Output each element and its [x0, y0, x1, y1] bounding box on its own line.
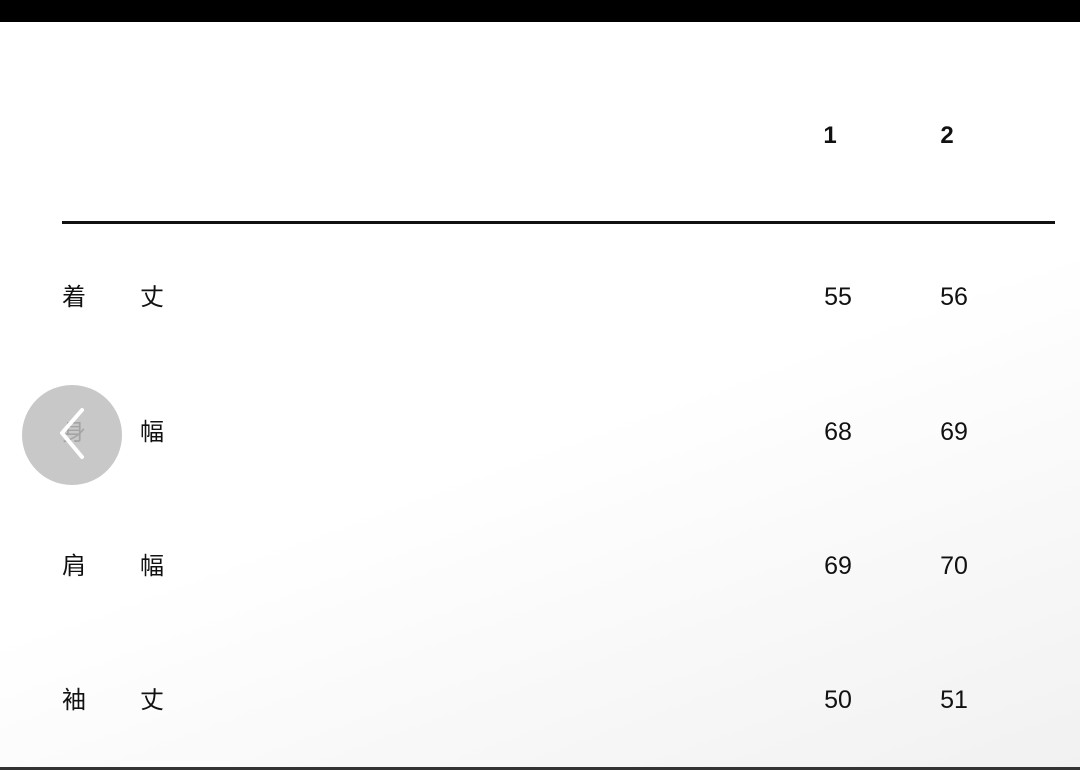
column-header-2: 2	[940, 122, 954, 149]
cell-value: 55	[824, 283, 852, 311]
cell-value: 51	[940, 686, 968, 714]
row-label-char: 着	[62, 283, 86, 311]
row-label-char: 幅	[140, 418, 164, 446]
previous-image-button[interactable]	[22, 385, 122, 485]
table-row: 袖 丈 50 51	[0, 680, 1080, 720]
status-bar	[0, 0, 1080, 22]
cell-value: 69	[824, 552, 852, 580]
cell-value: 50	[824, 686, 852, 714]
row-label-char: 丈	[140, 283, 164, 311]
cell-value: 69	[940, 418, 968, 446]
chevron-left-icon	[60, 408, 84, 459]
table-row: 肩 幅 69 70	[0, 546, 1080, 586]
row-label-char: 肩	[62, 552, 86, 580]
column-header-1: 1	[823, 122, 837, 149]
row-label-char: 丈	[140, 686, 164, 714]
cell-value: 56	[940, 283, 968, 311]
table-row: 着 丈 55 56	[0, 277, 1080, 317]
table-row: 身 幅 68 69	[0, 412, 1080, 452]
cell-value: 68	[824, 418, 852, 446]
row-label-char: 袖	[62, 686, 86, 714]
header-divider	[62, 221, 1055, 224]
row-label-char: 幅	[140, 552, 164, 580]
bottom-edge	[0, 767, 1080, 770]
cell-value: 70	[940, 552, 968, 580]
